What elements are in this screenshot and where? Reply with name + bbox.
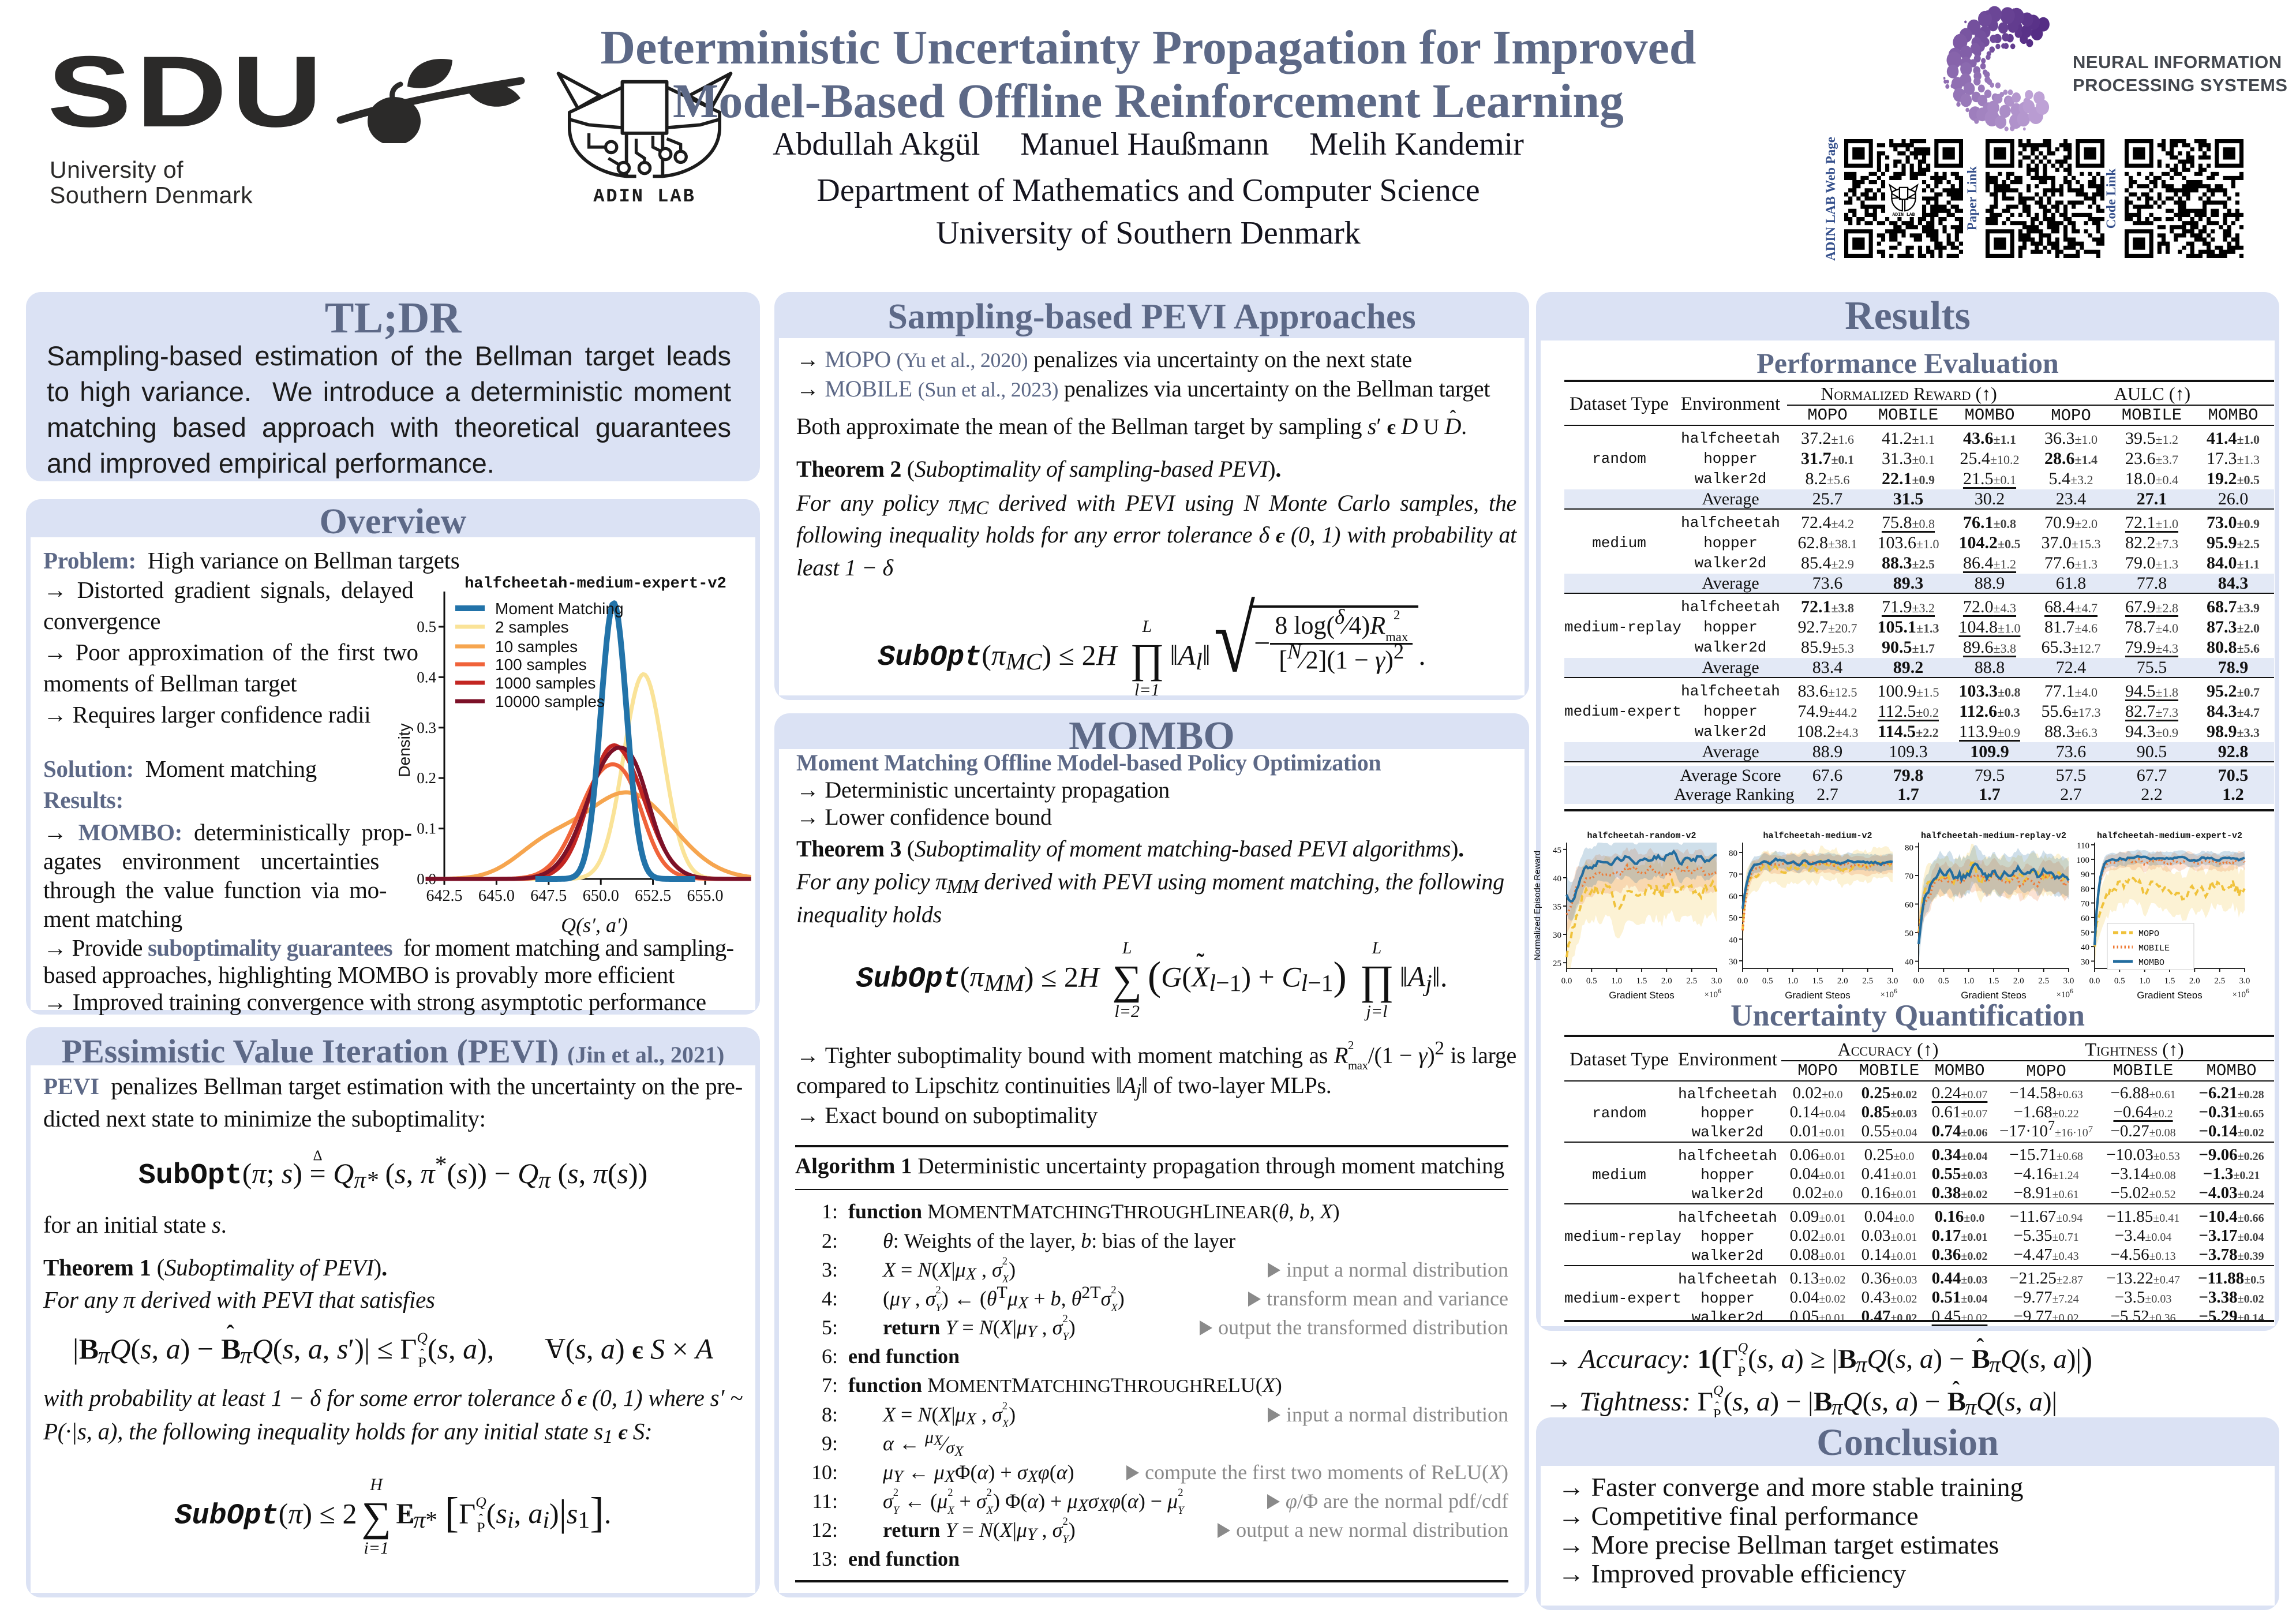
svg-text:2.5: 2.5 — [2038, 976, 2049, 986]
svg-text:70: 70 — [2081, 900, 2089, 909]
svg-text:1000 samples: 1000 samples — [495, 674, 595, 692]
svg-text:0.2: 0.2 — [417, 769, 436, 787]
svg-text:70: 70 — [1729, 871, 1737, 880]
svg-text:80: 80 — [1905, 843, 1913, 852]
svg-text:2.0: 2.0 — [1661, 976, 1672, 986]
svg-text:1.5: 1.5 — [2164, 976, 2175, 986]
svg-text:0.0: 0.0 — [1737, 976, 1748, 986]
svg-text:35: 35 — [1553, 903, 1561, 912]
svg-text:2.5: 2.5 — [2214, 976, 2225, 986]
svg-text:1.0: 1.0 — [1787, 976, 1798, 986]
svg-text:Density: Density — [398, 723, 413, 777]
svg-text:1.0: 1.0 — [1611, 976, 1622, 986]
svg-text:30: 30 — [1729, 957, 1737, 967]
svg-text:0.0: 0.0 — [1561, 976, 1572, 986]
svg-text:Normalized Episode Reward: Normalized Episode Reward — [1533, 851, 1542, 960]
svg-text:90: 90 — [2081, 870, 2089, 880]
svg-text:647.5: 647.5 — [530, 887, 567, 905]
svg-text:40: 40 — [2081, 943, 2089, 952]
svg-text:ADIN LAB: ADIN LAB — [1892, 212, 1915, 218]
svg-text:645.0: 645.0 — [478, 887, 515, 905]
svg-text:70: 70 — [1905, 872, 1913, 881]
svg-text:60: 60 — [2081, 914, 2089, 923]
svg-text:×106: ×106 — [2233, 987, 2249, 998]
svg-text:halfcheetah-medium-v2: halfcheetah-medium-v2 — [1763, 831, 1872, 841]
svg-text:40: 40 — [1729, 936, 1737, 945]
svg-text:50: 50 — [1905, 929, 1913, 938]
svg-text:0.5: 0.5 — [1938, 976, 1949, 986]
svg-text:MOMBO: MOMBO — [2138, 958, 2164, 968]
svg-text:100 samples: 100 samples — [495, 656, 587, 673]
svg-text:halfcheetah-medium-replay-v2: halfcheetah-medium-replay-v2 — [1921, 831, 2066, 841]
svg-text:60: 60 — [1905, 901, 1913, 910]
svg-text:Gradient Steps: Gradient Steps — [2137, 990, 2202, 998]
svg-text:655.0: 655.0 — [687, 887, 724, 905]
svg-text:2.0: 2.0 — [2189, 976, 2200, 986]
svg-text:30: 30 — [1553, 931, 1561, 940]
svg-text:MOPO: MOPO — [2138, 929, 2159, 939]
svg-text:2.0: 2.0 — [2013, 976, 2024, 986]
svg-text:60: 60 — [1729, 892, 1737, 901]
svg-text:Gradient Steps: Gradient Steps — [1961, 990, 2026, 998]
svg-text:80: 80 — [1729, 849, 1737, 858]
svg-text:halfcheetah-random-v2: halfcheetah-random-v2 — [1587, 831, 1696, 841]
svg-text:0.0: 0.0 — [1913, 976, 1924, 986]
svg-text:Q(s′, a′): Q(s′, a′) — [561, 914, 628, 937]
svg-text:10 samples: 10 samples — [495, 638, 578, 656]
svg-text:3.0: 3.0 — [1887, 976, 1898, 986]
svg-text:110: 110 — [2077, 841, 2089, 851]
svg-text:Gradient Steps: Gradient Steps — [1785, 990, 1850, 998]
svg-text:1.0: 1.0 — [2139, 976, 2150, 986]
svg-text:50: 50 — [2081, 929, 2089, 938]
svg-text:2 samples: 2 samples — [495, 618, 569, 636]
svg-text:1.0: 1.0 — [1963, 976, 1974, 986]
svg-text:30: 30 — [2081, 957, 2089, 967]
svg-text:MOBILE: MOBILE — [2138, 944, 2170, 953]
svg-text:1.5: 1.5 — [1636, 976, 1647, 986]
svg-text:25: 25 — [1553, 959, 1561, 968]
svg-text:40: 40 — [1553, 874, 1561, 884]
svg-text:2.0: 2.0 — [1837, 976, 1848, 986]
svg-text:0.5: 0.5 — [2114, 976, 2125, 986]
svg-text:2.5: 2.5 — [1862, 976, 1873, 986]
svg-text:80: 80 — [2081, 885, 2089, 894]
svg-text:642.5: 642.5 — [426, 887, 463, 905]
svg-text:0.4: 0.4 — [417, 668, 436, 686]
svg-text:45: 45 — [1553, 846, 1561, 855]
svg-text:3.0: 3.0 — [1711, 976, 1722, 986]
svg-text:halfcheetah-medium-expert-v2: halfcheetah-medium-expert-v2 — [2097, 831, 2242, 841]
svg-text:650.0: 650.0 — [583, 887, 619, 905]
svg-text:3.0: 3.0 — [2239, 976, 2250, 986]
svg-text:10000 samples: 10000 samples — [495, 693, 605, 710]
svg-text:1.5: 1.5 — [1988, 976, 1999, 986]
svg-text:40: 40 — [1905, 958, 1913, 967]
svg-text:1.5: 1.5 — [1812, 976, 1823, 986]
svg-text:Moment Matching: Moment Matching — [495, 600, 624, 618]
svg-text:halfcheetah-medium-expert-v2: halfcheetah-medium-expert-v2 — [465, 575, 726, 593]
svg-text:0.3: 0.3 — [417, 719, 436, 736]
svg-text:2.5: 2.5 — [1686, 976, 1697, 986]
svg-text:3.0: 3.0 — [2063, 976, 2074, 986]
svg-text:0.0: 0.0 — [2089, 976, 2100, 986]
svg-text:0.5: 0.5 — [417, 618, 436, 635]
svg-text:0.5: 0.5 — [1762, 976, 1773, 986]
svg-text:Gradient Steps: Gradient Steps — [1609, 990, 1674, 998]
svg-text:100: 100 — [2077, 856, 2090, 865]
svg-text:0.5: 0.5 — [1586, 976, 1597, 986]
svg-text:652.5: 652.5 — [635, 887, 671, 905]
svg-text:50: 50 — [1729, 914, 1737, 923]
svg-text:0.1: 0.1 — [417, 820, 436, 837]
